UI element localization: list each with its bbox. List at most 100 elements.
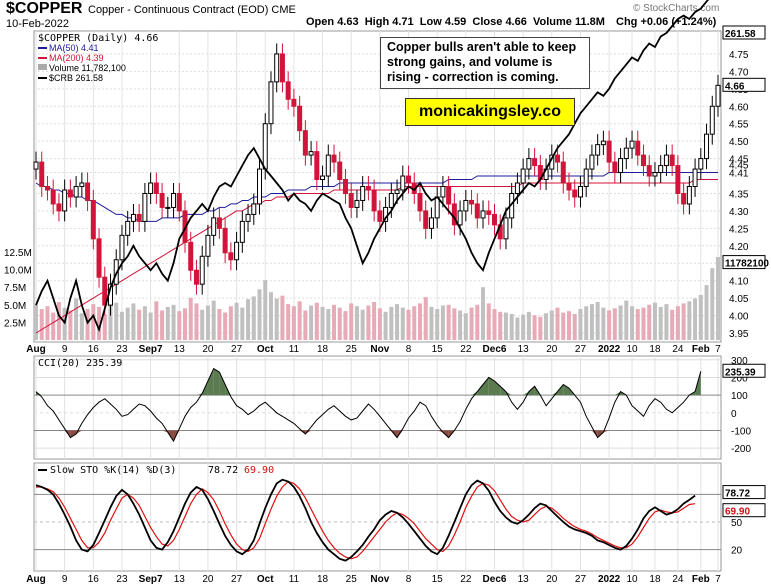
cci-axis-label: 100 [731, 391, 748, 402]
volume-bar [343, 311, 348, 340]
volume-bar [458, 310, 463, 340]
x-axis-label: 27 [575, 574, 587, 585]
watermark: © StockCharts.com [633, 3, 720, 14]
volume-bar [354, 306, 359, 340]
low-value: 4.59 [444, 16, 467, 28]
volume-bar [440, 305, 445, 340]
x-axis-label: 27 [231, 344, 243, 355]
volume-bar [578, 309, 583, 340]
volume-bar [142, 306, 147, 340]
candle-body [663, 154, 669, 167]
volume-bar [521, 314, 526, 340]
x-axis-label: 13 [174, 344, 186, 355]
price-axis-label: 4.60 [729, 102, 749, 113]
close-value: 4.66 [505, 16, 527, 28]
volume-bar [337, 307, 342, 340]
volume-axis-label: 7.5M [4, 283, 26, 294]
price-axis-label: 4.20 [729, 242, 749, 253]
x-axis-label: 2022 [598, 574, 621, 585]
volume-axis-label: 10.0M [4, 266, 32, 277]
volume-bar [538, 316, 543, 340]
volume-bar [589, 304, 594, 340]
volume-bar [148, 312, 153, 340]
candle-body [457, 210, 463, 226]
candle-body [193, 269, 199, 285]
candle-body [623, 147, 629, 160]
candle-body [566, 182, 572, 191]
candle-body [79, 182, 85, 188]
volume-bar [263, 280, 268, 340]
volume-bar [630, 306, 635, 340]
axis-layer: 4.754.704.654.604.554.504.454.414.354.30… [4, 25, 769, 585]
volume-bar [108, 305, 113, 340]
x-axis-label: Aug [26, 574, 45, 585]
candle-body [486, 210, 492, 215]
volume-bar [205, 305, 210, 340]
price-axis-label: 4.45 [729, 155, 749, 166]
volume-bar [56, 302, 61, 340]
sto-axis-label: 20 [731, 546, 743, 557]
cci-oversold-fill [305, 430, 312, 435]
candle-body [302, 130, 308, 156]
cci-panel-frame [33, 355, 722, 460]
candle-body [675, 165, 681, 194]
candle-body [354, 199, 360, 208]
contract-description: Copper - Continuous Contract (EOD) CME [88, 4, 296, 16]
volume-bar [670, 309, 675, 340]
x-axis-label: Feb [692, 574, 710, 585]
candle-body [125, 220, 131, 236]
volume-bar [125, 307, 130, 340]
volume-bar [435, 309, 440, 340]
candle-body [251, 203, 257, 215]
volume-bar [664, 304, 669, 340]
volume-bar [572, 313, 577, 340]
volume-bar [377, 308, 382, 340]
volume-bar [698, 294, 703, 340]
candle-body [417, 192, 423, 212]
chg-label: Chg [616, 16, 638, 28]
volume-bar [417, 303, 422, 340]
volume-bar [652, 302, 657, 340]
x-axis-label: 13 [518, 344, 530, 355]
legend-ma200: MA(200) 4.39 [49, 53, 104, 63]
x-axis-label: Aug [26, 344, 45, 355]
volume-bar [154, 301, 159, 340]
candle-body [291, 98, 297, 107]
volume-axis-label: 5.0M [4, 301, 26, 312]
x-axis-label: Nov [370, 574, 389, 585]
price-axis-label: 4.35 [729, 189, 749, 200]
volume-bar [34, 304, 38, 340]
price-last-tag-text: 4.66 [725, 81, 745, 92]
volume-bar [51, 312, 56, 340]
x-axis-label: 8 [406, 574, 412, 585]
x-axis-label: Sep7 [139, 344, 163, 355]
candle-body [257, 168, 263, 205]
candle-body [463, 199, 469, 212]
candle-body [56, 203, 62, 212]
grid-layer [34, 31, 721, 571]
x-axis-label: 7 [715, 344, 721, 355]
volume-bar [429, 306, 434, 340]
x-axis-label: 10 [626, 574, 638, 585]
x-axis-label: 22 [460, 344, 472, 355]
candle-body [709, 105, 715, 135]
cci-axis-label: -200 [731, 444, 751, 455]
volume-bar [91, 304, 96, 340]
volume-axis-label: 12.5M [4, 248, 32, 259]
candle-body [388, 192, 394, 208]
candle-body [532, 158, 538, 167]
high-label: High [364, 16, 390, 28]
candle-body [153, 182, 159, 194]
x-axis-label: 20 [202, 574, 214, 585]
price-axis-label: 4.41 [729, 169, 749, 180]
ma-axis-label: 4.45 [729, 161, 749, 172]
crb-line [35, 0, 709, 333]
change-summary: Chg +0.06 (+1.24%) [616, 16, 716, 28]
volume-bar [280, 295, 285, 340]
candle-body [216, 217, 222, 229]
candle-body [199, 255, 205, 285]
x-axis-label: 27 [575, 344, 587, 355]
cci-oversold-fill [603, 430, 610, 433]
cci-overbought-fill [213, 368, 220, 396]
x-axis-label: 23 [116, 344, 128, 355]
